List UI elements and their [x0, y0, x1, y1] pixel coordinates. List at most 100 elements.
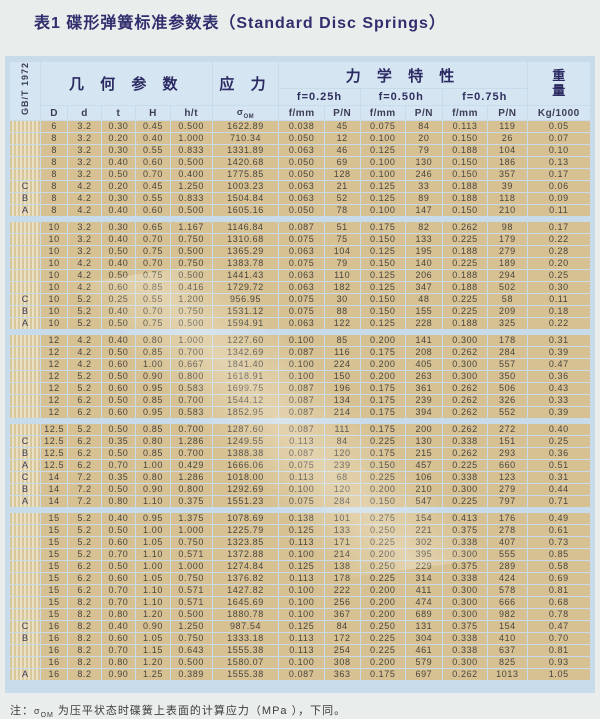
cell: 0.95 — [136, 513, 170, 525]
cell: 10 — [40, 318, 68, 330]
cell: 4.2 — [68, 347, 101, 359]
cell: 30 — [324, 294, 360, 306]
cell: 0.125 — [360, 270, 405, 282]
cell: 1.167 — [170, 222, 212, 234]
cell: 0.70 — [101, 645, 136, 657]
cell: 16 — [40, 669, 68, 681]
cell: 0.250 — [360, 525, 405, 537]
row-type-label: C — [10, 436, 40, 448]
cell: 209 — [488, 306, 527, 318]
cell: 221 — [405, 525, 442, 537]
cell: 5.2 — [68, 306, 101, 318]
cell: 1544.12 — [212, 395, 279, 407]
cell: 0.22 — [527, 234, 590, 246]
cell: 0.100 — [279, 359, 324, 371]
cell: 5.2 — [68, 383, 101, 395]
cell: 294 — [488, 270, 527, 282]
cell: 0.225 — [442, 258, 488, 270]
table-row: 8 3.2 0.20 0.40 1.000 710.34 0.050 12 0.100 20 0.1… — [10, 133, 590, 145]
cell: 0.250 — [360, 621, 405, 633]
cell: 228 — [405, 318, 442, 330]
cell: 0.30 — [101, 222, 136, 234]
cell: 987.54 — [212, 621, 279, 633]
cell: 1225.79 — [212, 525, 279, 537]
row-type-label — [10, 335, 40, 347]
row-type-label: A — [10, 496, 40, 508]
cell: 0.70 — [136, 258, 170, 270]
col-header-weight-unit: Kg/1000 — [527, 106, 590, 121]
header-geometry: 几 何 参 数 — [40, 62, 212, 105]
cell: 0.113 — [279, 472, 324, 484]
cell: 0.40 — [101, 306, 136, 318]
cell: 239 — [405, 395, 442, 407]
cell: 122 — [324, 318, 360, 330]
cell: 68 — [324, 472, 360, 484]
cell: 0.200 — [360, 371, 405, 383]
cell: 51 — [324, 222, 360, 234]
cell: 210 — [405, 484, 442, 496]
cell: 0.45 — [136, 181, 170, 193]
cell: 0.13 — [527, 157, 590, 169]
cell: 0.175 — [360, 383, 405, 395]
row-type-label: B — [10, 306, 40, 318]
cell: 0.113 — [279, 645, 324, 657]
cell: 0.80 — [136, 335, 170, 347]
cell: 0.60 — [101, 407, 136, 419]
table-row: 12 4.2 0.40 0.80 1.000 1227.60 0.100 85 0.200 141… — [10, 335, 590, 347]
cell: 0.063 — [279, 270, 324, 282]
cell: 4.2 — [68, 205, 101, 217]
cell: 0.150 — [360, 496, 405, 508]
table-body: 6 3.2 0.30 0.45 0.500 1622.89 0.038 45 0.075 84 0.… — [10, 121, 590, 681]
cell: 0.40 — [101, 258, 136, 270]
col-header-ht: h/t — [170, 106, 212, 121]
cell: 0.338 — [442, 645, 488, 657]
cell: 0.188 — [442, 193, 488, 205]
cell: 289 — [488, 561, 527, 573]
cell: 4.2 — [68, 193, 101, 205]
cell: 552 — [488, 407, 527, 419]
table-panel: GB/T 1972 几 何 参 数 应 力 力 学 特 性 重量 f=0.25h… — [5, 56, 595, 694]
cell: 0.70 — [101, 549, 136, 561]
cell: 284 — [488, 347, 527, 359]
cell: 0.833 — [170, 193, 212, 205]
cell: 0.075 — [279, 306, 324, 318]
cell: 0.750 — [170, 258, 212, 270]
cell: 0.55 — [136, 294, 170, 306]
cell: 1287.60 — [212, 424, 279, 436]
cell: 8.2 — [68, 633, 101, 645]
cell: 84 — [324, 621, 360, 633]
cell: 128 — [324, 169, 360, 181]
cell: 138 — [324, 561, 360, 573]
cell: 0.71 — [527, 496, 590, 508]
table-row: 8 3.2 0.30 0.55 0.833 1331.89 0.063 46 0.125 79 0.… — [10, 145, 590, 157]
cell: 3.2 — [68, 133, 101, 145]
cell: 189 — [488, 258, 527, 270]
row-type-label — [10, 513, 40, 525]
cell: 5.2 — [68, 513, 101, 525]
table-row: 15 5.2 0.50 1.00 1.000 1225.79 0.125 133 0.250 22… — [10, 525, 590, 537]
table-row: 16 8.2 0.70 1.15 0.643 1555.38 0.113 254 0.225 46… — [10, 645, 590, 657]
cell: 0.063 — [279, 193, 324, 205]
cell: 118 — [488, 193, 527, 205]
cell: 85 — [324, 335, 360, 347]
cell: 0.85 — [136, 424, 170, 436]
row-type-label — [10, 407, 40, 419]
cell: 15 — [40, 513, 68, 525]
cell: 0.300 — [442, 597, 488, 609]
cell: 0.300 — [442, 609, 488, 621]
cell: 405 — [405, 359, 442, 371]
cell: 0.17 — [527, 169, 590, 181]
cell: 155 — [405, 306, 442, 318]
cell: 1618.91 — [212, 371, 279, 383]
cell: 0.800 — [170, 371, 212, 383]
cell: 0.150 — [360, 460, 405, 472]
table-row: A 16 8.2 0.90 1.25 0.389 1555.38 0.087 363 0.175 6… — [10, 669, 590, 681]
cell: 0.100 — [360, 169, 405, 181]
cell: 0.100 — [360, 205, 405, 217]
cell: 0.571 — [170, 597, 212, 609]
cell: 4.2 — [68, 282, 101, 294]
cell: 0.063 — [279, 181, 324, 193]
cell: 5.2 — [68, 525, 101, 537]
cell: 0.262 — [442, 347, 488, 359]
cell: 111 — [324, 424, 360, 436]
